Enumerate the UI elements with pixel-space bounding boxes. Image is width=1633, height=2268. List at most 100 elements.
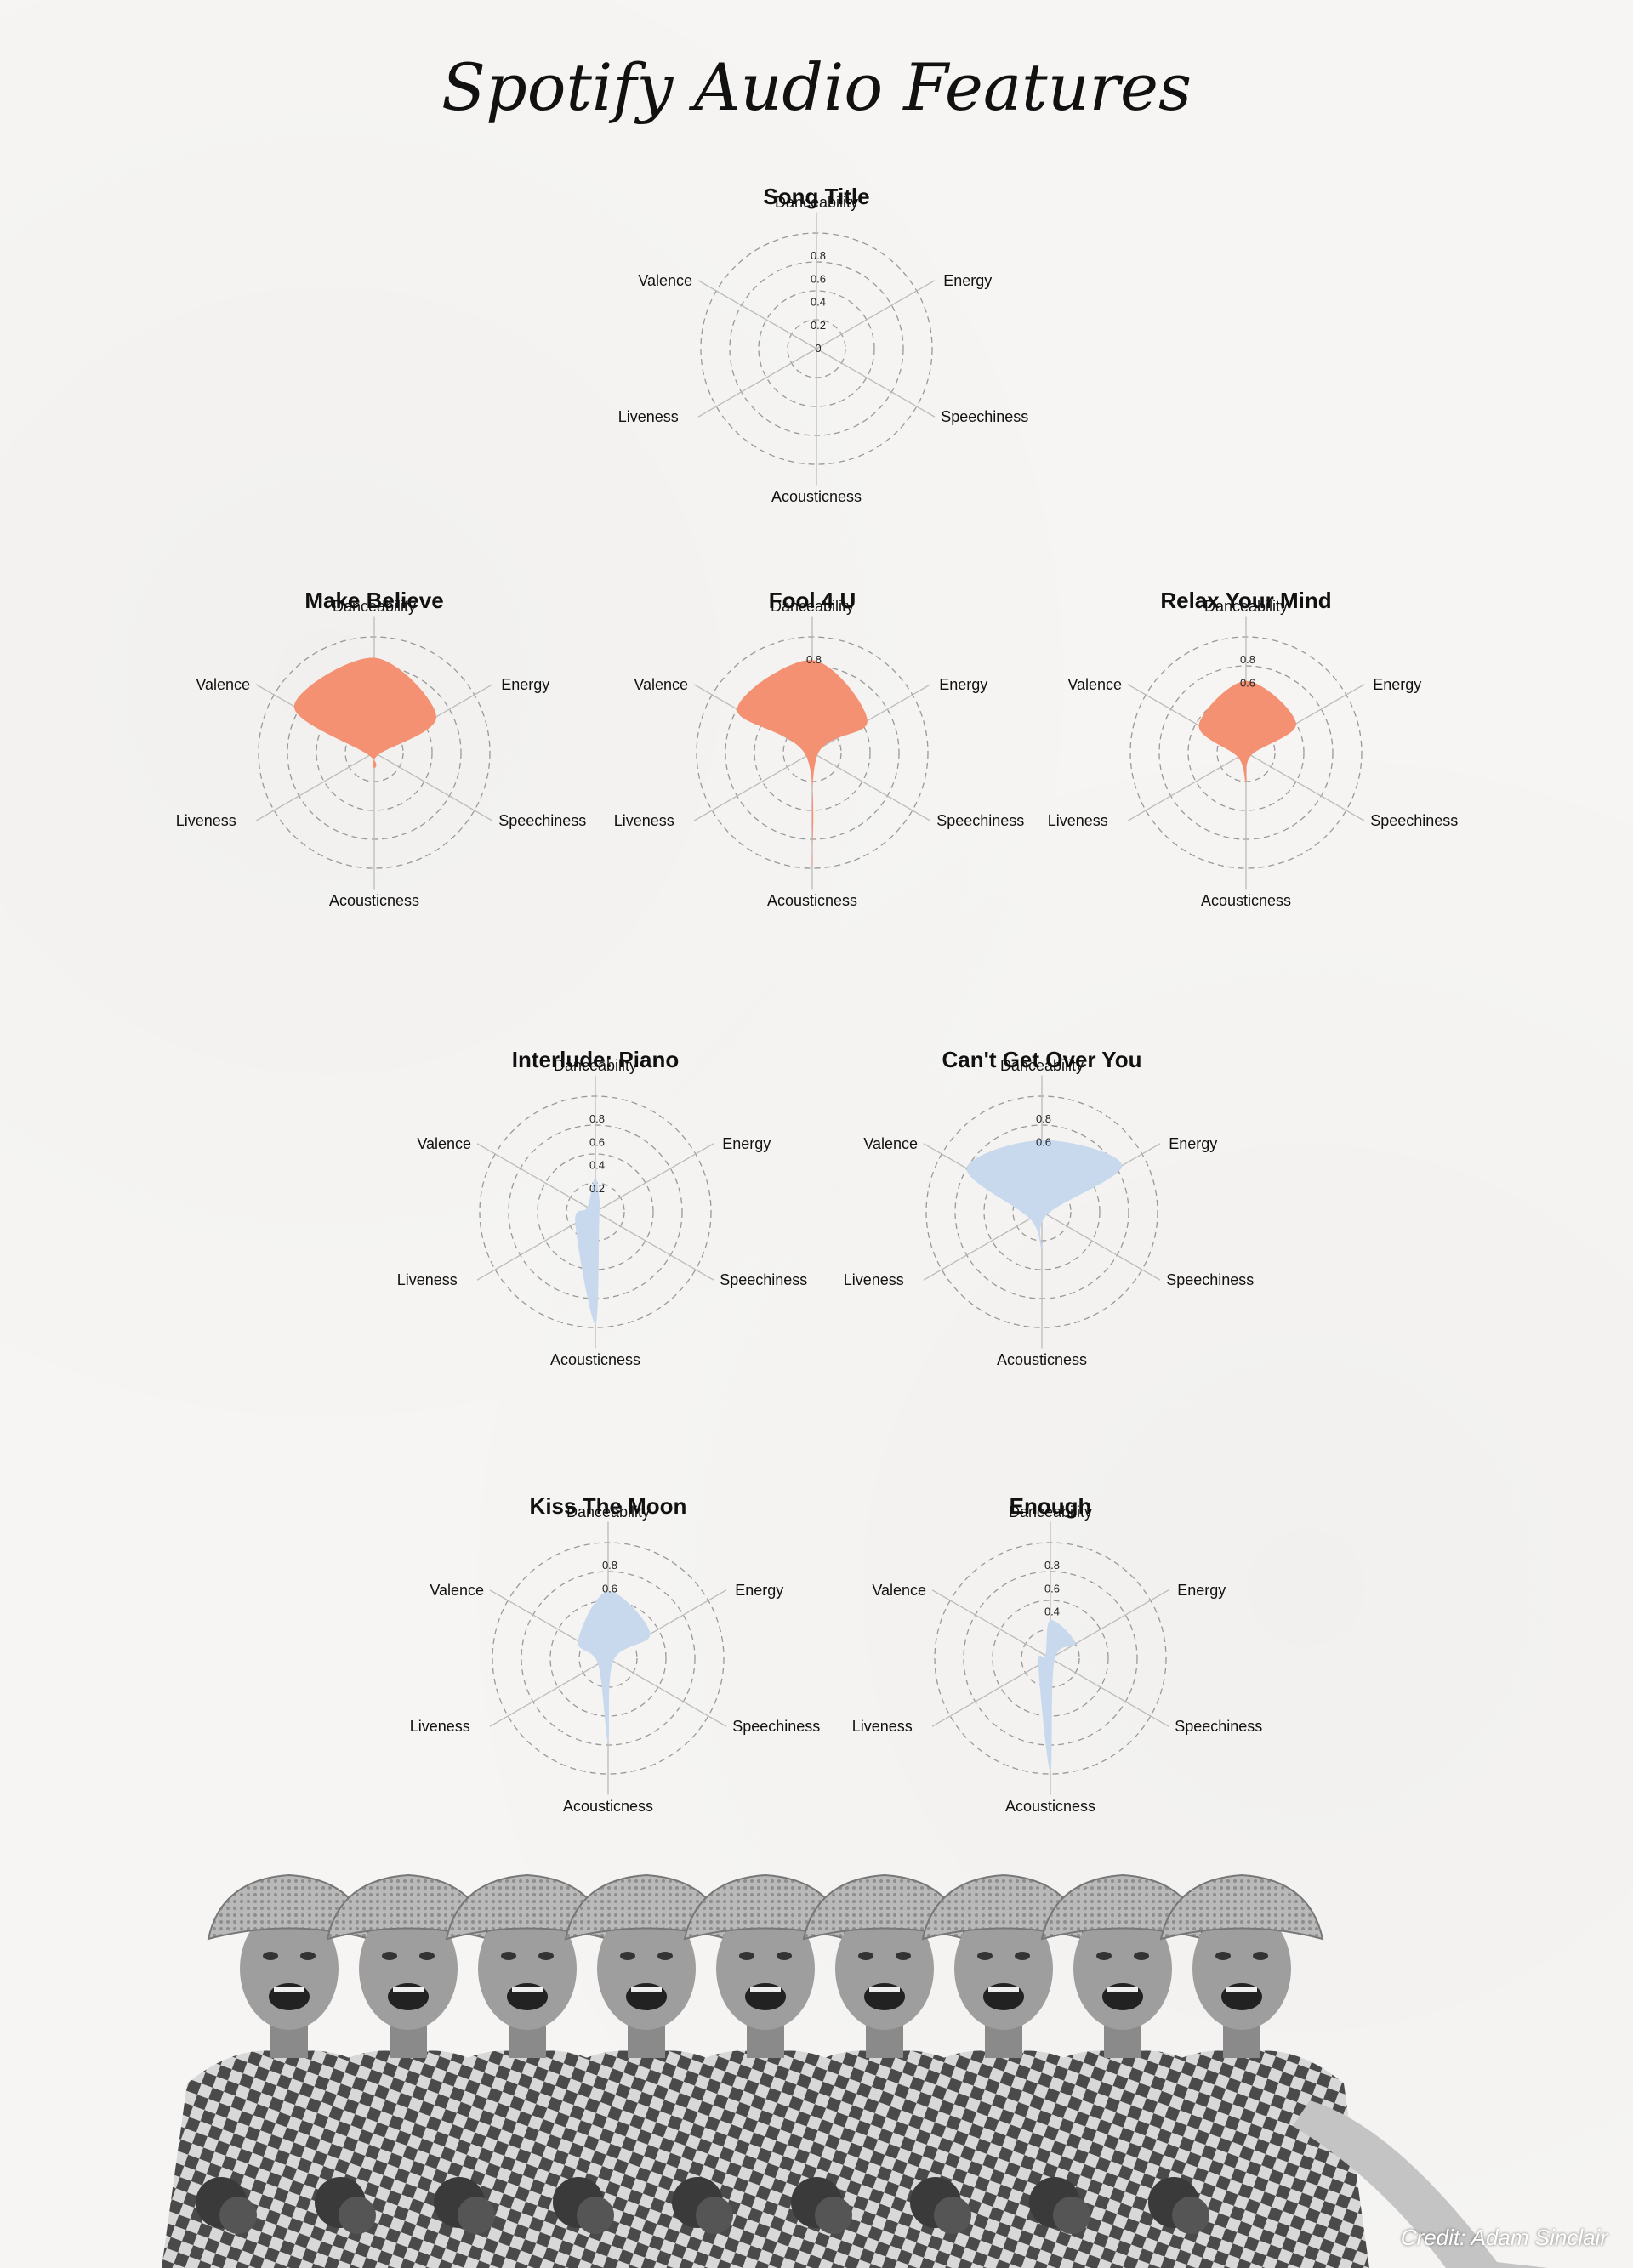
- axis-label: Liveness: [176, 812, 236, 829]
- tick-label: 0.8: [1240, 653, 1255, 666]
- axis-line: [489, 1657, 609, 1727]
- axis-label: Energy: [943, 272, 992, 289]
- axis-label: Speechiness: [1166, 1271, 1254, 1288]
- radar-chart: Fool 4 U 0.8 Danceability Energy Speechiness…: [614, 588, 1025, 909]
- axis-line: [816, 348, 936, 418]
- radar-chart: Kiss The Moon 0.8 0.6 Danceability Energy Spe…: [410, 1493, 821, 1815]
- axis-label: Liveness: [1048, 812, 1108, 829]
- page-title: Spotify Audio Features: [441, 49, 1192, 125]
- chart-title: Kiss The Moon: [530, 1493, 687, 1519]
- axis-label: Danceability: [333, 598, 416, 615]
- axis-line: [1041, 1211, 1161, 1281]
- credit: Credit: Adam Sinclair: [1400, 2225, 1607, 2250]
- chart-title: Song Title: [763, 184, 869, 209]
- chart-title: Fool 4 U: [769, 588, 856, 613]
- axis-line: [811, 684, 931, 753]
- tick-label: 0.8: [806, 653, 822, 666]
- axis-label: Speechiness: [498, 812, 586, 829]
- radar-area: [578, 1591, 651, 1742]
- axis-line: [1050, 1657, 1169, 1727]
- axis-label: Speechiness: [1370, 812, 1458, 829]
- axis-line: [1050, 1589, 1169, 1659]
- axis-line: [255, 752, 375, 821]
- axis-label: Valence: [872, 1582, 926, 1599]
- chart-title: Interlude: Piano: [512, 1047, 679, 1072]
- axis-label: Speechiness: [941, 408, 1028, 425]
- axis-label: Liveness: [618, 408, 679, 425]
- axis-label: Valence: [634, 676, 688, 693]
- axis-label: Liveness: [410, 1718, 470, 1735]
- axis-line: [923, 1211, 1043, 1281]
- axis-line: [811, 752, 931, 821]
- tick-label: 0.2: [811, 319, 826, 332]
- tick-label: 0.8: [811, 249, 826, 262]
- axis-label: Speechiness: [732, 1718, 820, 1735]
- axis-label: Energy: [1373, 676, 1421, 693]
- radar-area: [1038, 1619, 1076, 1772]
- axis-label: Acousticness: [1005, 1798, 1095, 1815]
- axis-line: [1127, 752, 1247, 821]
- grid-ring: [1187, 694, 1305, 811]
- tick-label: 0: [815, 342, 821, 355]
- axis-label: Valence: [863, 1135, 918, 1152]
- tick-label: 0.4: [589, 1159, 605, 1172]
- axis-label: Valence: [196, 676, 250, 693]
- axis-label: Danceability: [771, 598, 854, 615]
- tick-label: 0.2: [589, 1182, 605, 1195]
- axis-label: Acousticness: [997, 1351, 1087, 1368]
- tick-label: 0.8: [589, 1112, 605, 1125]
- scarf: [1293, 2100, 1548, 2268]
- radar-chart: Relax Your Mind 0.8 0.6 Danceability Energy S…: [1048, 588, 1459, 909]
- chart-title: Enough: [1010, 1493, 1092, 1519]
- axis-label: Acousticness: [767, 892, 857, 909]
- axis-line: [931, 1589, 1051, 1659]
- axis-label: Danceability: [554, 1057, 637, 1074]
- grid-ring: [992, 1600, 1109, 1717]
- axis-label: Acousticness: [771, 488, 862, 505]
- axis-label: Acousticness: [563, 1798, 653, 1815]
- axis-label: Valence: [1067, 676, 1122, 693]
- axis-label: Energy: [1169, 1135, 1217, 1152]
- axis-label: Valence: [417, 1135, 471, 1152]
- axis-line: [607, 1657, 727, 1727]
- photo-strip: [162, 1873, 1548, 2268]
- tick-label: 0.6: [1044, 1582, 1060, 1594]
- chart-title: Relax Your Mind: [1160, 588, 1331, 613]
- tick-label: 0.6: [589, 1135, 605, 1148]
- axis-line: [1245, 752, 1365, 821]
- axis-line: [697, 280, 817, 350]
- axis-line: [931, 1657, 1051, 1727]
- tick-label: 0.8: [602, 1559, 617, 1572]
- radar-chart: Song Title 0 0.2 0.4 0.6 0.8 Danceability Energ…: [618, 184, 1029, 505]
- axis-line: [476, 1143, 596, 1213]
- grid-ring: [537, 1153, 654, 1270]
- axis-label: Liveness: [852, 1718, 913, 1735]
- grid-ring: [316, 694, 433, 811]
- axis-label: Energy: [501, 676, 549, 693]
- radar-area: [293, 657, 437, 770]
- radar-area: [1198, 680, 1296, 782]
- radar-area: [966, 1140, 1123, 1249]
- axis-label: Liveness: [397, 1271, 458, 1288]
- axis-line: [816, 280, 936, 350]
- tick-label: 0.4: [1044, 1606, 1060, 1618]
- grid-ring: [549, 1600, 667, 1717]
- axis-label: Acousticness: [550, 1351, 640, 1368]
- tick-label: 0.4: [811, 296, 826, 309]
- axis-label: Danceability: [775, 194, 858, 211]
- axis-label: Acousticness: [1201, 892, 1291, 909]
- tick-label: 0.8: [1036, 1112, 1051, 1125]
- axis-line: [373, 752, 493, 821]
- axis-label: Energy: [1177, 1582, 1226, 1599]
- axis-label: Valence: [638, 272, 692, 289]
- tick-label: 0.6: [602, 1582, 617, 1594]
- tick-label: 0.6: [1240, 676, 1255, 689]
- axis-label: Speechiness: [720, 1271, 807, 1288]
- tick-label: 0.6: [1036, 1135, 1051, 1148]
- chart-title: Can't Get Over You: [942, 1047, 1142, 1072]
- axis-label: Danceability: [1009, 1503, 1092, 1521]
- axis-label: Energy: [735, 1582, 783, 1599]
- axis-label: Liveness: [614, 812, 674, 829]
- axis-label: Danceability: [1000, 1057, 1084, 1074]
